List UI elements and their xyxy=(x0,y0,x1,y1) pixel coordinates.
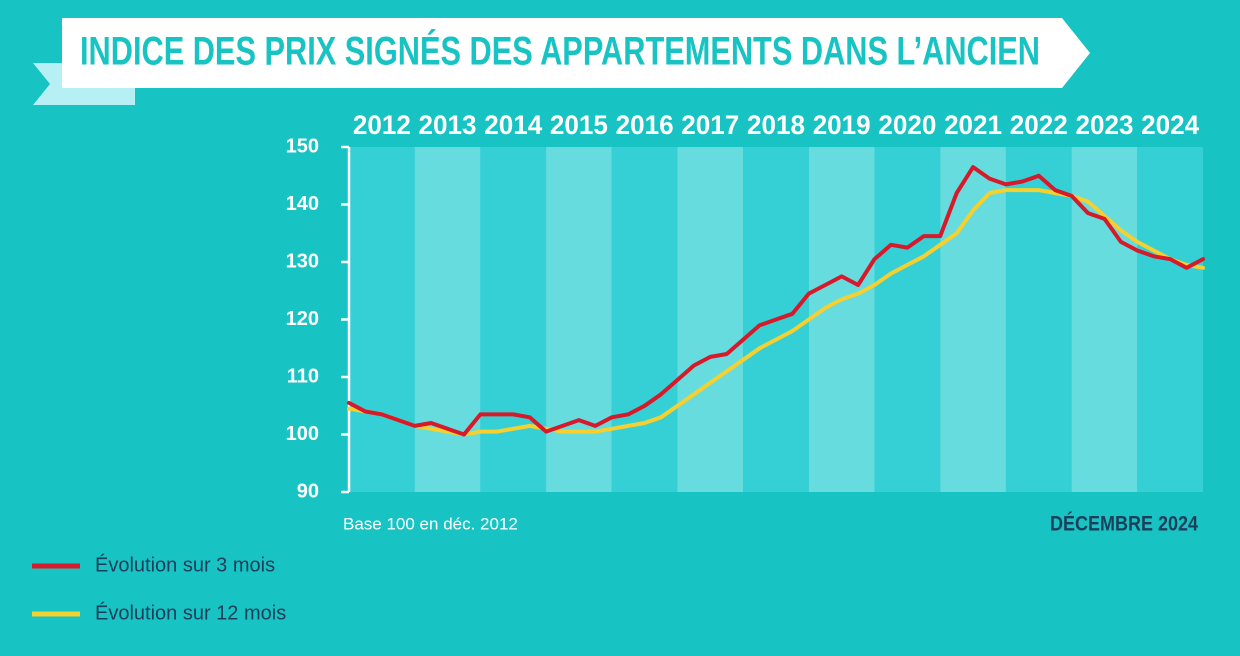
year-band xyxy=(611,147,678,492)
year-label: 2019 xyxy=(813,110,871,140)
plot: 2012 2013 2014 2015 2016 2017 2018 2019 2020 2021… xyxy=(32,110,1205,617)
year-band xyxy=(546,147,612,492)
year-label: 2017 xyxy=(681,110,739,140)
year-label: 2015 xyxy=(550,110,608,140)
y-tick-label: 130 xyxy=(286,250,319,272)
year-band xyxy=(940,147,1006,492)
title-banner xyxy=(62,18,1090,88)
year-label: 2012 xyxy=(353,110,411,140)
y-tick-label: 90 xyxy=(297,480,319,502)
series-line xyxy=(347,165,1205,437)
legend-label: Évolution sur 12 mois xyxy=(95,601,286,624)
legend-label: Évolution sur 3 mois xyxy=(95,553,275,576)
chart-title: INDICE DES PRIX SIGNÉS DES APPARTEMENTS … xyxy=(80,29,1040,74)
year-band xyxy=(414,147,481,492)
year-band xyxy=(1137,147,1203,492)
year-label: 2023 xyxy=(1075,110,1133,140)
year-band xyxy=(874,147,941,492)
year-label: 2013 xyxy=(419,110,477,140)
year-band xyxy=(349,147,415,492)
year-label: 2020 xyxy=(878,110,936,140)
date-label: DÉCEMBRE 2024 xyxy=(1050,513,1198,536)
y-tick-label: 100 xyxy=(286,423,319,445)
year-band xyxy=(1005,147,1072,492)
y-tick-label: 120 xyxy=(286,308,319,330)
year-label: 2014 xyxy=(484,110,542,140)
year-label: 2021 xyxy=(944,110,1002,140)
year-band xyxy=(808,147,875,492)
year-label: 2024 xyxy=(1141,110,1199,140)
note: Base 100 en déc. 2012 xyxy=(343,514,518,533)
year-label: 2018 xyxy=(747,110,805,140)
year-label: 2022 xyxy=(1010,110,1068,140)
year-band xyxy=(677,147,744,492)
year-band xyxy=(480,147,547,492)
y-tick-label: 140 xyxy=(286,193,319,215)
year-label: 2016 xyxy=(616,110,674,140)
y-tick-label: 150 xyxy=(286,135,319,157)
y-tick-label: 110 xyxy=(287,365,319,387)
year-band xyxy=(1071,147,1138,492)
